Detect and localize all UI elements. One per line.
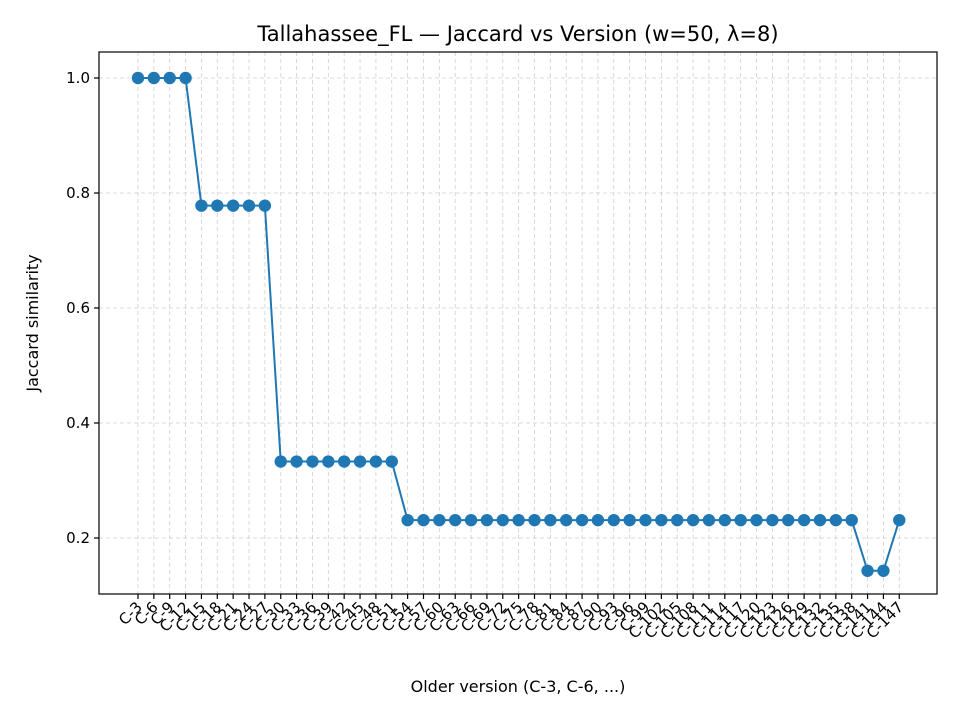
data-point [702, 513, 716, 527]
data-point [861, 564, 874, 577]
data-point [417, 513, 430, 527]
grid-layer [99, 52, 937, 594]
plot-area-frame [98, 51, 938, 595]
data-point [544, 513, 557, 527]
data-point [480, 513, 494, 527]
chart-title: Tallahassee_FL — Jaccard vs Version (w=5… [256, 22, 778, 47]
data-point [718, 513, 732, 527]
data-point [195, 199, 208, 212]
data-point [353, 455, 367, 468]
data-point [290, 455, 303, 468]
data-point [369, 455, 383, 468]
data-point [131, 71, 145, 85]
data-point [575, 513, 589, 527]
series-markers [131, 71, 906, 577]
x-axis-label: Older version (C-3, C-6, ...) [411, 677, 626, 696]
data-point [322, 455, 335, 468]
data-point [179, 71, 192, 85]
data-point [274, 455, 287, 468]
y-tick-label: 0.8 [66, 184, 90, 202]
data-point [512, 513, 525, 527]
y-tick-label: 1.0 [66, 69, 90, 87]
data-point [591, 513, 605, 527]
data-point [607, 513, 620, 527]
data-point [893, 513, 906, 527]
data-point [496, 513, 509, 527]
data-point [147, 71, 161, 85]
y-tick-label: 0.2 [66, 529, 90, 547]
data-point [211, 199, 224, 212]
data-point [401, 513, 414, 527]
data-point [782, 513, 795, 527]
data-point [797, 513, 811, 527]
data-point [639, 513, 652, 527]
data-point [464, 513, 478, 527]
x-axis-ticks: C-3C-6C-9C-12C-15C-18C-21C-24C-27C-30C-3… [115, 594, 907, 642]
data-point [226, 199, 240, 212]
data-point [623, 513, 636, 527]
data-point [671, 513, 684, 527]
data-point [163, 71, 176, 85]
data-point [242, 199, 256, 212]
y-axis-label: Jaccard similarity [23, 254, 42, 392]
data-point [306, 455, 319, 468]
data-point [845, 513, 858, 527]
data-point [766, 513, 779, 527]
data-point [750, 513, 763, 527]
data-point [258, 199, 272, 212]
data-point [560, 513, 573, 527]
data-point [686, 513, 700, 527]
data-point [877, 564, 890, 577]
data-point [829, 513, 843, 527]
data-point [337, 455, 351, 468]
y-tick-label: 0.6 [66, 299, 90, 317]
data-point [449, 513, 462, 527]
data-point [528, 513, 541, 527]
data-point [385, 455, 398, 468]
data-point [433, 513, 446, 527]
y-tick-label: 0.4 [66, 414, 90, 432]
y-axis-ticks: 0.2 0.4 0.6 0.8 1.0 [66, 69, 99, 547]
data-point [813, 513, 827, 527]
data-point [655, 513, 668, 527]
data-point [734, 513, 747, 527]
